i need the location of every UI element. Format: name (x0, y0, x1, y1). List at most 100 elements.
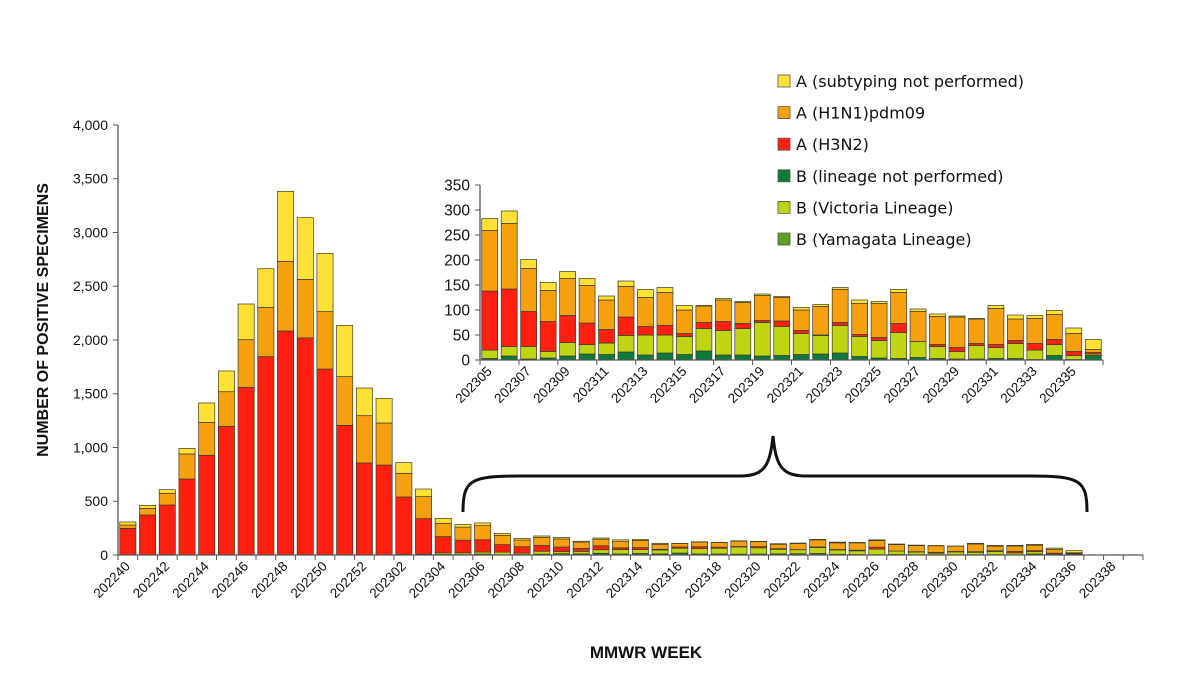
inset-bar-202329-a-h3n2- (948, 347, 966, 352)
legend-item: B (lineage not performed) (777, 167, 1003, 186)
main-bar-202327-a-subtyping-not-performed- (888, 543, 906, 545)
main-x-tick-label: 202334 (997, 558, 1040, 601)
main-x-tick-label: 202250 (288, 559, 330, 601)
inset-bar-202315-a-h3n2- (676, 333, 693, 337)
main-bar-202322-a-h1n1-pdm09 (789, 543, 807, 550)
y-axis-title: NUMBER OF POSITIVE SPECIMENS (35, 183, 52, 457)
inset-bar-202318-a-subtyping-not-performed- (734, 301, 752, 303)
inset-bar-202310-b-lineage-not-performed- (578, 353, 596, 361)
inset-bar-202316-a-h3n2- (695, 322, 713, 329)
main-bar-202247-a-h1n1-pdm09 (257, 306, 275, 358)
main-bar-202302-a-h3n2- (395, 496, 413, 555)
main-x-tick-label: 202320 (721, 559, 763, 601)
main-x-tick-label: 202252 (327, 559, 369, 601)
main-bar-202301-a-h3n2- (375, 464, 393, 556)
main-bar-202326-b-victoria-lineage- (868, 548, 886, 556)
inset-bar-202335-a-h1n1-pdm09 (1065, 333, 1083, 352)
main-x-tick-label: 202240 (91, 559, 133, 601)
inset-bar-202327-a-h1n1-pdm09 (909, 311, 927, 342)
inset-bar-202334-a-h1n1-pdm09 (1045, 314, 1063, 340)
inset-bar-202311-b-lineage-not-performed- (598, 354, 615, 361)
main-bar-202321-a-h1n1-pdm09 (769, 543, 787, 550)
main-bar-202248-a-h1n1-pdm09 (277, 260, 294, 332)
main-bar-202308-a-h3n2- (513, 546, 531, 554)
inset-bar-202321-a-h3n2- (792, 330, 810, 334)
inset-x-tick-label: 202313 (608, 364, 650, 406)
main-bar-202242-a-h3n2- (158, 504, 176, 556)
main-bar-202328-a-subtyping-not-performed- (907, 544, 925, 546)
inset-bar-202328-a-h1n1-pdm09 (929, 316, 946, 345)
inset-bar-202311-a-h1n1-pdm09 (598, 299, 615, 330)
main-x-tick-label: 202316 (642, 559, 684, 601)
inset-bar-202321-b-victoria-lineage- (792, 333, 810, 355)
main-bar-202317-a-h1n1-pdm09 (691, 541, 708, 548)
inset-bar-202309-a-h3n2- (559, 315, 576, 343)
main-bar-202241-a-h3n2- (139, 514, 156, 556)
inset-bar-202316-a-h1n1-pdm09 (695, 305, 713, 323)
inset-bar-202309-a-subtyping-not-performed- (559, 271, 576, 279)
main-bar-202246-a-h3n2- (237, 386, 255, 556)
inset-bar-202335-a-h3n2- (1065, 351, 1083, 356)
main-bar-202324-a-subtyping-not-performed- (829, 541, 846, 544)
inset-bar-202328-b-victoria-lineage- (929, 346, 946, 359)
main-bar-202328-b-victoria-lineage- (907, 551, 925, 556)
main-bar-202249-a-subtyping-not-performed- (296, 217, 314, 280)
inset-bar-202312-b-lineage-not-performed- (617, 351, 635, 361)
inset-bar-202319-a-subtyping-not-performed- (753, 293, 771, 296)
main-bar-202322-b-victoria-lineage- (789, 549, 807, 555)
inset-bar-202308-a-subtyping-not-performed- (539, 282, 557, 291)
main-bar-202302-a-subtyping-not-performed- (395, 462, 413, 474)
inset-bar-202310-a-subtyping-not-performed- (578, 278, 596, 286)
main-y-tick-label: 500 (85, 493, 109, 509)
inset-bar-202317-b-victoria-lineage- (715, 330, 732, 356)
main-bar-202332-a-h1n1-pdm09 (986, 545, 1004, 552)
inset-y-tick-label: 0 (461, 352, 470, 369)
main-bar-202252-a-subtyping-not-performed- (355, 387, 373, 417)
main-y-tick-label: 1,500 (73, 386, 108, 402)
main-bar-202307-a-subtyping-not-performed- (493, 533, 511, 536)
main-bar-202326-a-subtyping-not-performed- (868, 539, 886, 541)
inset-bar-202334-b-lineage-not-performed- (1045, 355, 1063, 361)
main-bar-202311-b-victoria-lineage- (572, 550, 590, 555)
main-bar-202328-a-h1n1-pdm09 (907, 545, 925, 553)
main-bar-202315-b-victoria-lineage- (651, 549, 669, 555)
inset-bar-202316-b-victoria-lineage- (695, 328, 713, 352)
main-bar-202251-a-subtyping-not-performed- (336, 325, 354, 378)
inset-bar-202330-a-subtyping-not-performed- (968, 318, 985, 320)
main-bar-202320-a-h1n1-pdm09 (750, 541, 768, 547)
inset-bar-202322-a-h1n1-pdm09 (812, 306, 830, 336)
main-bar-202304-a-subtyping-not-performed- (434, 517, 452, 524)
legend-swatch (777, 74, 791, 88)
main-bar-202303-a-subtyping-not-performed- (415, 488, 432, 497)
inset-bar-202307-a-h3n2- (520, 311, 538, 347)
inset-bar-202314-b-victoria-lineage- (656, 334, 674, 354)
inset-x-tick-label: 202327 (881, 364, 923, 406)
inset-x-tick-label: 202309 (530, 364, 572, 406)
main-bar-202240-a-h3n2- (119, 527, 137, 556)
main-bar-202307-a-h3n2- (493, 544, 511, 553)
main-bar-202314-a-subtyping-not-performed- (631, 539, 649, 541)
main-x-tick-label: 202324 (800, 558, 843, 601)
inset-bar-202325-b-victoria-lineage- (870, 340, 888, 359)
main-bar-202333-a-h1n1-pdm09 (1006, 545, 1024, 552)
inset-bar-202316-b-lineage-not-performed- (695, 350, 713, 361)
main-bar-202308-a-subtyping-not-performed- (513, 537, 531, 541)
inset-bracket (461, 435, 1089, 513)
inset-bar-202309-b-victoria-lineage- (559, 342, 576, 357)
inset-bar-202326-a-h1n1-pdm09 (890, 292, 907, 324)
main-bar-202244-a-h1n1-pdm09 (198, 421, 216, 456)
main-bar-202243-a-h3n2- (178, 478, 196, 556)
main-bar-202244-a-h3n2- (198, 454, 216, 556)
main-bar-202303-a-h3n2- (415, 518, 432, 555)
main-bar-202240-a-subtyping-not-performed- (119, 521, 137, 526)
main-bar-202303-a-h1n1-pdm09 (415, 496, 432, 520)
main-y-tick-label: 2,500 (73, 278, 108, 294)
inset-bar-202320-a-h1n1-pdm09 (773, 297, 791, 322)
inset-bar-202333-a-subtyping-not-performed- (1026, 315, 1044, 319)
main-bar-202331-b-victoria-lineage- (967, 551, 984, 556)
main-bar-202316-b-victoria-lineage- (671, 547, 689, 554)
legend-swatch (777, 200, 791, 214)
inset-bar-202306-a-h1n1-pdm09 (500, 223, 518, 290)
inset-bar-202336-a-h1n1-pdm09 (1084, 349, 1102, 353)
main-bar-202312-a-h1n1-pdm09 (592, 538, 610, 547)
